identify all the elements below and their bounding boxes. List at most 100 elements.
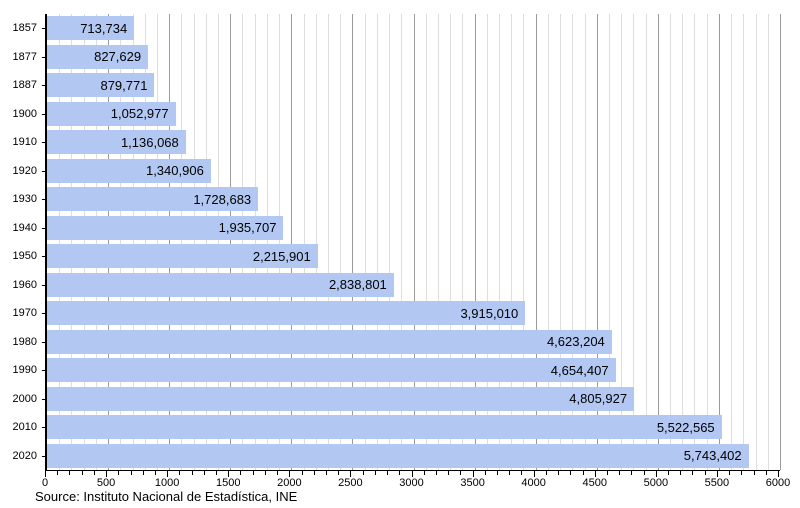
x-axis-tick: [729, 471, 731, 475]
x-axis-tick: [216, 471, 218, 475]
bar-value-label: 1,728,683: [193, 191, 252, 207]
minor-gridline: [694, 14, 696, 470]
minor-gridline: [389, 14, 391, 470]
minor-gridline: [327, 14, 329, 470]
x-axis-tick: [545, 471, 547, 475]
minor-gridline: [59, 14, 61, 470]
bar-value-label: 1,935,707: [218, 220, 277, 236]
x-axis-tick: [350, 471, 352, 477]
y-axis-tick-label: 1910: [12, 136, 37, 149]
minor-gridline: [706, 14, 708, 470]
x-axis-tick: [154, 471, 156, 475]
bar: 4,805,927: [47, 386, 635, 411]
minor-gridline: [572, 14, 574, 470]
bar-row: 879,771: [47, 71, 780, 100]
minor-gridline: [437, 14, 439, 470]
x-axis-tick: [716, 471, 718, 477]
x-axis: [45, 471, 779, 479]
minor-gridline: [499, 14, 501, 470]
grid-layer: [47, 14, 781, 470]
x-axis-tick: [680, 471, 682, 475]
minor-gridline: [364, 14, 366, 470]
x-axis-tick-label: 5500: [704, 477, 730, 489]
x-axis-tick: [57, 471, 59, 475]
x-axis-labels: 0 500 1000 1500 2000 2500 3000 3500 4000 4500 5000…: [42, 477, 790, 491]
bar-row: 4,805,927: [47, 385, 780, 414]
bar: 4,623,204: [47, 329, 612, 354]
minor-gridline: [156, 14, 158, 470]
x-axis-tick: [704, 471, 706, 475]
bar-row: 2,838,801: [47, 271, 780, 300]
x-axis-tick-label: 1500: [216, 477, 241, 489]
y-axis-tick-label: 1960: [12, 278, 37, 291]
minor-gridline: [303, 14, 305, 470]
y-axis-tick: [42, 313, 45, 315]
y-axis-tick-label: 1930: [12, 193, 37, 206]
bar-value-label: 827,629: [94, 49, 142, 65]
major-gridline: [230, 14, 232, 470]
bar-value-label: 5,522,565: [656, 419, 715, 435]
x-axis-tick: [142, 471, 144, 475]
x-axis-tick: [81, 471, 83, 475]
minor-gridline: [511, 14, 513, 470]
bar-value-label: 713,734: [80, 20, 128, 36]
bar-value-label: 1,052,977: [110, 106, 169, 122]
x-axis-tick-label: 2000: [277, 477, 302, 489]
x-axis-tick: [106, 471, 108, 477]
bar-row: 713,734: [47, 14, 780, 43]
minor-gridline: [584, 14, 586, 470]
x-axis-tick: [668, 471, 670, 475]
bar-row: 1,935,707: [47, 214, 780, 243]
minor-gridline: [132, 14, 134, 470]
bar-row: 2,215,901: [47, 242, 780, 271]
y-axis-tick: [42, 199, 45, 201]
y-axis-tick-label: 1877: [12, 50, 37, 63]
x-axis-tick: [423, 471, 425, 475]
y-axis-tick: [42, 113, 45, 115]
x-axis-tick-label: 4000: [521, 477, 546, 489]
x-axis-tick-label: 5000: [643, 477, 669, 489]
bar-row: 4,623,204: [47, 328, 780, 357]
x-axis-tick: [448, 471, 450, 475]
x-axis-tick: [509, 471, 511, 475]
bar-row: 3,915,010: [47, 299, 780, 328]
y-axis-tick: [42, 455, 45, 457]
bar-row: 5,743,402: [47, 442, 780, 471]
minor-gridline: [242, 14, 244, 470]
x-axis-tick: [203, 471, 205, 475]
x-axis-tick: [325, 471, 327, 475]
y-axis: 1857 1877 1887 1900 1910 1920 1930 1940 1950 1960…: [0, 14, 45, 470]
minor-gridline: [71, 14, 73, 470]
y-axis-tick: [42, 256, 45, 258]
y-axis-tick: [42, 170, 45, 172]
bar: 1,728,683: [47, 187, 259, 212]
x-axis-tick: [191, 471, 193, 475]
x-axis-tick: [484, 471, 486, 475]
x-axis-tick: [338, 471, 340, 475]
bar-row: 1,728,683: [47, 185, 780, 214]
y-axis-tick: [42, 227, 45, 229]
y-axis-tick: [42, 142, 45, 144]
x-axis-tick: [619, 471, 621, 475]
x-axis-tick: [753, 471, 755, 475]
major-gridline: [169, 14, 171, 470]
x-axis-tick-label: 3000: [399, 477, 424, 489]
major-gridline: [413, 14, 415, 470]
major-gridline: [596, 14, 598, 470]
y-axis-tick: [42, 341, 45, 343]
x-axis-tick-label: 3500: [460, 477, 485, 489]
minor-gridline: [279, 14, 281, 470]
x-axis-tick: [130, 471, 132, 475]
minor-gridline: [560, 14, 562, 470]
minor-gridline: [547, 14, 549, 470]
bar-value-label: 1,136,068: [120, 134, 179, 150]
bar: 2,838,801: [47, 272, 394, 297]
bar: 1,935,707: [47, 215, 284, 240]
y-axis-tick-label: 1857: [12, 22, 37, 35]
bar: 827,629: [47, 44, 149, 69]
x-axis-tick: [570, 471, 572, 475]
x-axis-tick: [521, 471, 523, 475]
y-axis-tick: [42, 284, 45, 286]
major-gridline: [352, 14, 354, 470]
